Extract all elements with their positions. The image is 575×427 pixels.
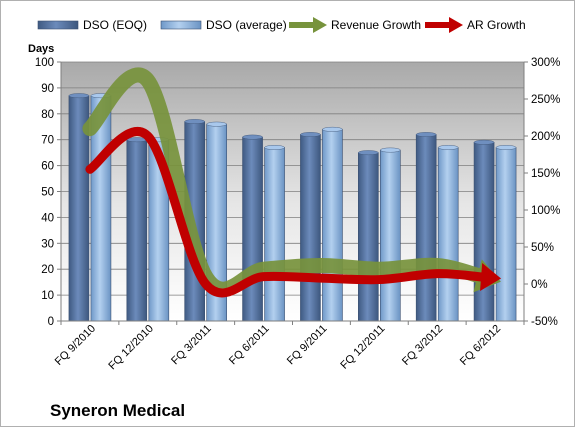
bar-top <box>206 121 227 127</box>
y-tick-label: 20 <box>41 264 54 276</box>
bar-dso-average <box>322 129 343 322</box>
bar-top <box>68 93 90 99</box>
y-tick-label: 100 <box>35 57 54 69</box>
legend-label: Revenue Growth <box>331 18 421 32</box>
y-tick-label: 90 <box>41 83 54 95</box>
y-tick-label: 50 <box>41 187 54 199</box>
bar-top <box>473 139 495 145</box>
y2-tick-label: 250% <box>531 94 560 106</box>
bar-dso-average <box>264 147 285 322</box>
y2-tick-label: 150% <box>531 168 560 180</box>
legend-label: AR Growth <box>467 18 526 32</box>
y-tick-label: 60 <box>41 161 54 173</box>
y2-tick-label: -50% <box>531 316 558 328</box>
left-axis-ticks: 0 10 20 30 40 50 60 70 80 90 100 <box>35 57 61 328</box>
bar-top <box>437 145 459 150</box>
y-tick-label: 10 <box>41 290 54 302</box>
bar-dso-average <box>437 147 459 322</box>
y2-tick-label: 100% <box>531 205 560 217</box>
bar-dso-eoq <box>242 136 263 322</box>
ar-growth-line <box>85 127 490 298</box>
company-name: Syneron Medical <box>50 401 185 420</box>
y-tick-label: 80 <box>41 109 54 121</box>
ar-growth-arrowhead <box>480 263 502 291</box>
legend-swatch-dso-average <box>160 20 202 30</box>
y-tick-label: 70 <box>41 135 54 147</box>
revenue-growth-line <box>82 67 493 297</box>
y-axis-title: Days <box>28 43 54 55</box>
legend: DSO (EOQ) DSO (average) Revenue Growth AR G… <box>37 17 526 33</box>
legend-swatch-arrowhead <box>449 17 463 33</box>
bar-top <box>358 150 379 156</box>
bar-top <box>380 147 401 153</box>
legend-swatch-dso-eoq <box>37 20 79 30</box>
bar-top <box>264 145 285 150</box>
bar-top <box>495 145 517 150</box>
y2-tick-label: 0% <box>531 279 548 291</box>
right-axis-ticks: -50% 0% 50% 100% 150% 200% 250% 300% <box>524 57 560 328</box>
bar-dso-average <box>380 149 401 322</box>
bar-dso-eoq <box>126 139 148 322</box>
bar-top <box>322 126 343 132</box>
y2-tick-label: 300% <box>531 57 560 69</box>
legend-label: DSO (EOQ) <box>83 18 147 32</box>
bar-top <box>415 132 437 137</box>
bar-dso-eoq <box>473 141 495 322</box>
bar-dso-eoq <box>358 152 379 322</box>
y-tick-label: 40 <box>41 212 54 224</box>
bar-top <box>184 119 205 124</box>
growth-lines-group <box>82 67 502 298</box>
bar-top <box>242 134 263 140</box>
bar-top <box>300 132 321 137</box>
legend-swatch-arrowhead <box>313 17 327 33</box>
y-tick-label: 30 <box>41 238 54 250</box>
bar-dso-average <box>495 147 517 322</box>
bar-dso-eoq <box>415 134 437 322</box>
bar-dso-eoq <box>300 134 321 322</box>
legend-label: DSO (average) <box>206 18 287 32</box>
y2-tick-label: 200% <box>531 131 560 143</box>
y-tick-label: 0 <box>48 316 54 328</box>
y2-tick-label: 50% <box>531 242 554 254</box>
